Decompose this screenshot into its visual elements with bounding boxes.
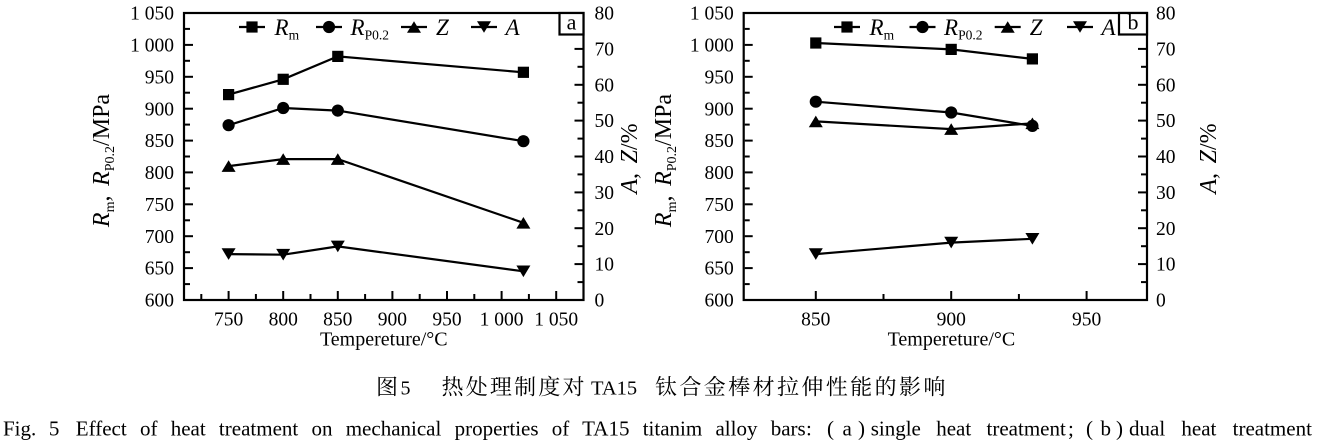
svg-text:700: 700 [145,227,174,248]
svg-text:A, Z/%: A, Z/% [1196,123,1222,195]
svg-text:Rm, RP0.2/MPa: Rm, RP0.2/MPa [651,94,680,228]
svg-text:800: 800 [704,163,733,184]
svg-text:RP0.2: RP0.2 [943,15,982,43]
svg-text:650: 650 [704,259,733,280]
svg-text:1 000: 1 000 [690,36,734,57]
svg-text:1 050: 1 050 [130,4,174,25]
svg-text:Rm, RP0.2/MPa: Rm, RP0.2/MPa [89,94,118,228]
svg-text:Tempereture/°C: Tempereture/°C [888,329,1016,351]
svg-text:10: 10 [595,255,615,276]
svg-text:900: 900 [378,310,407,331]
svg-text:70: 70 [1156,40,1176,61]
svg-text:850: 850 [145,131,174,152]
svg-text:750: 750 [704,195,733,216]
svg-text:900: 900 [145,99,174,120]
svg-text:750: 750 [145,195,174,216]
svg-text:750: 750 [214,310,243,331]
svg-text:40: 40 [595,147,615,168]
svg-text:0: 0 [595,291,605,312]
svg-text:800: 800 [145,163,174,184]
svg-text:5: 5 [401,378,411,400]
svg-text:1 050: 1 050 [534,310,578,331]
svg-text:b: b [1128,10,1139,35]
svg-text:950: 950 [1072,310,1101,331]
svg-text:80: 80 [595,4,615,25]
svg-text:Z: Z [1030,15,1043,40]
svg-text:650: 650 [145,259,174,280]
svg-text:700: 700 [704,227,733,248]
svg-text:850: 850 [704,131,733,152]
svg-text:850: 850 [323,310,352,331]
svg-text:80: 80 [1156,4,1176,25]
svg-text:900: 900 [704,99,733,120]
svg-text:60: 60 [1156,75,1176,96]
svg-text:20: 20 [1156,219,1176,240]
svg-text:A, Z/%: A, Z/% [617,123,643,195]
svg-text:Rm: Rm [274,15,300,43]
svg-text:Tempereture/°C: Tempereture/°C [320,329,448,351]
svg-text:50: 50 [595,111,615,132]
svg-text:RP0.2: RP0.2 [350,15,389,43]
svg-text:1 000: 1 000 [130,36,174,57]
svg-text:950: 950 [145,67,174,88]
svg-text:a: a [567,10,577,35]
svg-text:600: 600 [145,291,174,312]
svg-text:1 050: 1 050 [690,4,734,25]
svg-text:850: 850 [801,310,830,331]
svg-text:40: 40 [1156,147,1176,168]
svg-text:10: 10 [1156,255,1176,276]
svg-text:30: 30 [1156,183,1176,204]
svg-text:0: 0 [1156,291,1166,312]
svg-text:800: 800 [269,310,298,331]
svg-text:30: 30 [595,183,615,204]
svg-text:TA15: TA15 [591,378,637,400]
svg-text:A: A [504,15,521,40]
svg-text:20: 20 [595,219,615,240]
svg-text:Rm: Rm [869,15,895,43]
svg-text:50: 50 [1156,111,1176,132]
svg-text:60: 60 [595,75,615,96]
svg-text:900: 900 [937,310,966,331]
svg-text:Z: Z [436,15,449,40]
svg-text:1 000: 1 000 [480,310,524,331]
svg-text:600: 600 [704,291,733,312]
svg-text:70: 70 [595,40,615,61]
svg-text:950: 950 [704,67,733,88]
svg-text:950: 950 [432,310,461,331]
svg-text:A: A [1100,15,1117,40]
